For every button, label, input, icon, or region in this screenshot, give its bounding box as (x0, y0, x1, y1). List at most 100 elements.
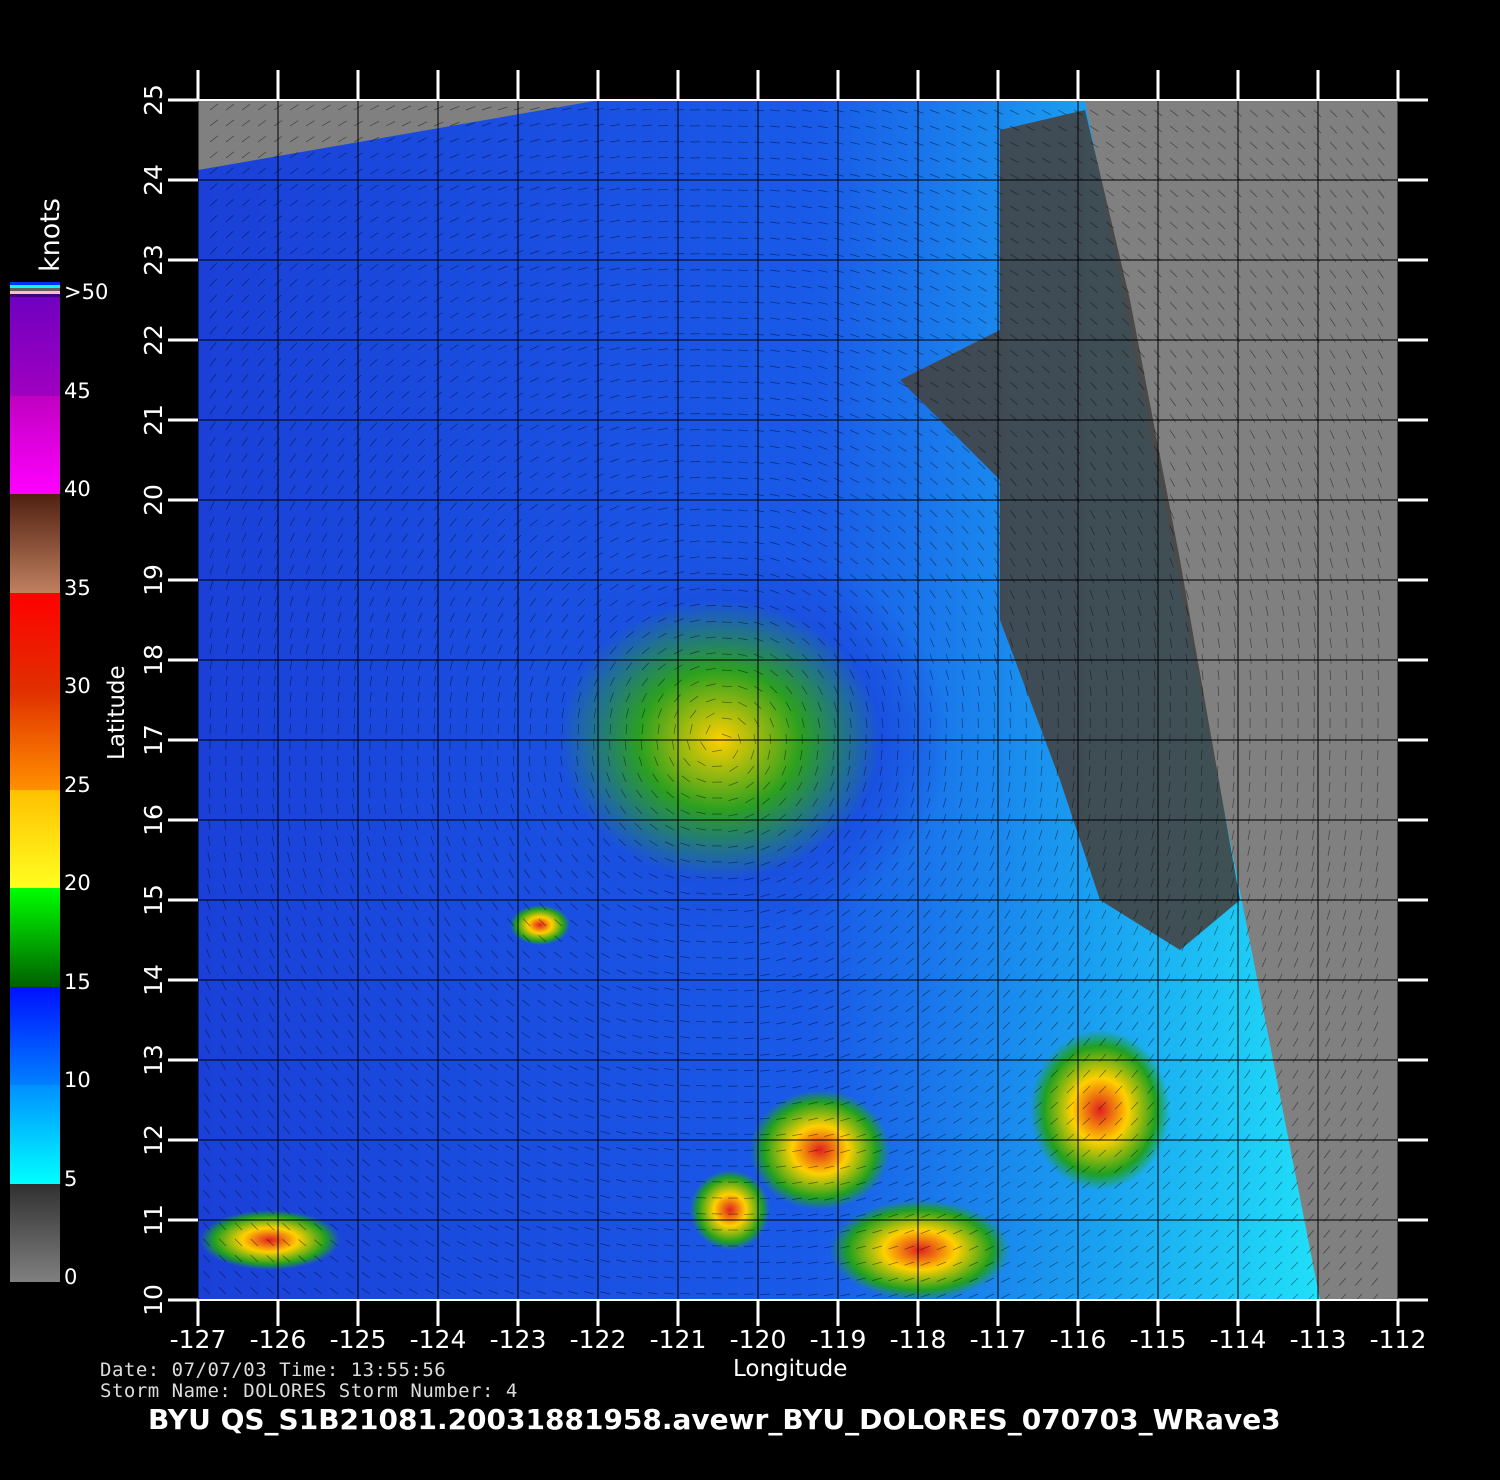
wind-vector (552, 1242, 563, 1247)
wind-vector (257, 485, 264, 495)
wind-vector (753, 285, 764, 288)
wind-vector (1200, 765, 1203, 776)
wind-vector (1169, 573, 1174, 584)
wind-vector (1145, 1277, 1155, 1285)
wind-vector (287, 852, 291, 863)
wind-vector (928, 765, 931, 776)
wind-vector (897, 109, 908, 114)
wind-vector (689, 619, 700, 623)
wind-vector (792, 1149, 803, 1153)
wind-vector (425, 1176, 435, 1183)
wind-vector (632, 1131, 643, 1135)
wind-vector (1249, 285, 1257, 295)
wind-vector (961, 349, 971, 356)
wind-vector (936, 1245, 947, 1251)
wind-vector (601, 887, 611, 895)
wind-vector (641, 585, 652, 591)
wind-vector (1038, 829, 1043, 840)
wind-vector (705, 667, 716, 671)
wind-vector (1041, 333, 1050, 341)
wind-vector (801, 349, 812, 353)
wind-vector (321, 390, 329, 399)
wind-vector (1244, 1037, 1251, 1047)
wind-vector (520, 1257, 531, 1263)
wind-vector (1137, 525, 1143, 536)
wind-vector (785, 333, 796, 337)
wind-vector (673, 618, 684, 623)
wind-vector (1167, 829, 1171, 840)
wind-vector (305, 453, 313, 463)
wind-vector (619, 805, 627, 815)
wind-vector (529, 535, 538, 543)
wind-vector (1009, 445, 1018, 454)
wind-vector (273, 628, 277, 639)
wind-vector (1136, 781, 1139, 792)
wind-vector (235, 1190, 243, 1199)
wind-vector (938, 941, 947, 950)
wind-vector (241, 421, 248, 431)
wind-vector (875, 877, 883, 886)
wind-vector (552, 1210, 563, 1215)
wind-vector (1181, 941, 1187, 952)
wind-vector (897, 477, 907, 485)
wind-vector (1009, 205, 1019, 212)
wind-vector (368, 788, 371, 799)
wind-vector (385, 580, 391, 591)
wind-vector (673, 507, 684, 511)
wind-vector (1033, 1133, 1043, 1141)
wind-vector (537, 999, 547, 1007)
wind-vector (1118, 861, 1123, 872)
wind-vector (1169, 109, 1179, 117)
wind-vector (505, 1096, 515, 1103)
wind-vector (929, 621, 935, 632)
wind-vector (320, 804, 323, 815)
wind-vector (1217, 445, 1224, 455)
wind-vector (737, 525, 748, 528)
wind-vector (337, 628, 342, 639)
wind-vector (1131, 1069, 1139, 1078)
wind-vector (892, 845, 899, 855)
wind-vector (442, 1030, 451, 1039)
wind-vector (465, 628, 471, 639)
wind-vector (1249, 525, 1254, 536)
wind-vector (1007, 781, 1011, 792)
wind-vector (681, 775, 691, 783)
wind-vector (696, 1052, 707, 1055)
wind-vector (977, 573, 984, 583)
wind-vector (809, 893, 819, 900)
wind-vector (762, 797, 771, 805)
wind-vector (1162, 1181, 1171, 1190)
wind-vector (938, 957, 947, 966)
wind-vector (785, 301, 796, 305)
wind-vector (657, 380, 668, 383)
wind-vector (1057, 317, 1066, 325)
wind-vector (561, 298, 572, 303)
wind-vector (840, 1165, 851, 1169)
wind-vector (1210, 1245, 1219, 1254)
wind-vector (1217, 317, 1225, 327)
wind-vector (401, 486, 409, 495)
wind-vector (257, 771, 259, 783)
wind-vector (865, 413, 876, 419)
wind-vector (380, 933, 387, 943)
wind-vector (689, 444, 700, 447)
wind-vector (593, 457, 604, 463)
wind-vector (394, 1078, 403, 1087)
wind-vector (849, 541, 859, 549)
wind-vector (269, 980, 275, 991)
wind-vector (382, 836, 387, 847)
wind-vector (881, 237, 892, 242)
wind-vector (695, 1245, 707, 1247)
wind-vector (673, 444, 684, 447)
wind-vector (897, 333, 908, 339)
wind-vector (872, 1085, 883, 1091)
wind-vector (1163, 1053, 1171, 1063)
wind-vector (378, 1094, 387, 1103)
wind-vector (225, 708, 228, 719)
wind-vector (641, 268, 652, 271)
wind-vector (1201, 301, 1209, 310)
wind-vector (929, 237, 940, 243)
wind-vector (680, 1084, 691, 1087)
wind-vector (298, 1142, 307, 1151)
wind-vector (1121, 397, 1129, 407)
